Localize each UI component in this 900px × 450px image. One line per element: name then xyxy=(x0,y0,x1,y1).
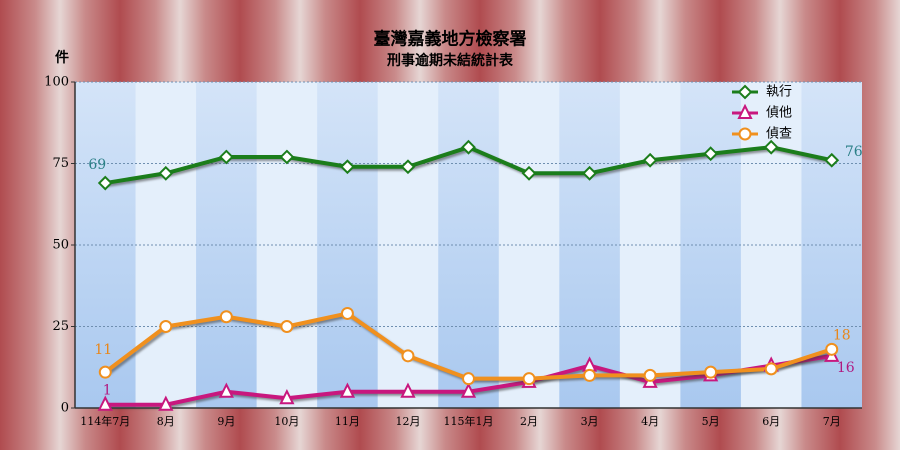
x-tick-label: 5月 xyxy=(702,415,720,428)
x-tick-label: 11月 xyxy=(335,415,360,428)
legend-label: 偵查 xyxy=(766,127,792,142)
marker xyxy=(279,388,295,405)
marker xyxy=(280,320,294,333)
marker xyxy=(643,368,657,382)
marker xyxy=(737,84,753,100)
marker xyxy=(764,362,778,376)
marker xyxy=(158,165,174,181)
y-tick-label: 0 xyxy=(61,401,69,416)
marker xyxy=(401,349,415,363)
y-tick-label: 50 xyxy=(52,238,69,253)
x-tick-label: 8月 xyxy=(157,415,175,428)
chart-subtitle: 刑事逾期未結統計表 xyxy=(387,52,514,69)
x-tick-label: 10月 xyxy=(274,415,299,428)
data-label: 76 xyxy=(845,144,863,160)
plot-band xyxy=(196,82,257,408)
marker xyxy=(703,146,719,162)
marker xyxy=(339,382,356,398)
marker xyxy=(583,368,597,382)
data-label: 1 xyxy=(103,383,112,399)
x-tick-label: 7月 xyxy=(823,415,841,428)
plot-band xyxy=(680,82,741,408)
marker xyxy=(582,165,597,181)
x-tick-label: 114年7月 xyxy=(80,414,130,428)
marker xyxy=(642,152,658,168)
data-label: 18 xyxy=(833,327,851,343)
x-tick-label: 6月 xyxy=(762,415,780,428)
plot-band xyxy=(75,82,136,408)
chart-title: 臺灣嘉義地方檢察署 xyxy=(374,29,527,50)
marker xyxy=(400,159,416,175)
marker xyxy=(763,139,779,155)
x-tick-label: 2月 xyxy=(520,415,538,428)
marker xyxy=(340,159,355,175)
x-tick-label: 9月 xyxy=(217,415,235,428)
x-tick-label: 4月 xyxy=(641,415,659,428)
x-tick-label: 12月 xyxy=(395,415,420,428)
marker xyxy=(522,372,536,386)
x-tick-label: 115年1月 xyxy=(444,414,494,428)
marker xyxy=(159,320,173,333)
marker xyxy=(218,149,234,165)
legend-label: 偵他 xyxy=(766,106,792,121)
marker xyxy=(521,165,537,181)
y-tick-label: 100 xyxy=(44,75,69,90)
marker xyxy=(279,149,295,165)
marker xyxy=(738,127,752,141)
marker xyxy=(825,342,839,356)
x-tick-label: 3月 xyxy=(581,415,599,428)
marker xyxy=(461,139,476,155)
marker xyxy=(98,365,112,379)
data-label: 11 xyxy=(94,342,112,358)
marker xyxy=(97,175,113,191)
y-axis-label: 件 xyxy=(55,49,69,66)
marker xyxy=(460,382,477,398)
data-label: 16 xyxy=(837,360,855,376)
marker xyxy=(824,152,840,168)
marker xyxy=(97,395,113,411)
marker xyxy=(737,103,753,119)
y-tick-label: 25 xyxy=(52,319,69,334)
marker xyxy=(219,310,233,324)
plot-band xyxy=(559,82,620,408)
marker xyxy=(704,365,718,379)
marker xyxy=(462,372,475,386)
data-label: 69 xyxy=(88,157,106,173)
marker xyxy=(218,382,234,398)
marker xyxy=(158,395,174,411)
marker xyxy=(400,382,416,398)
y-tick-label: 75 xyxy=(52,156,69,171)
legend-label: 執行 xyxy=(766,84,792,100)
marker xyxy=(340,306,354,320)
